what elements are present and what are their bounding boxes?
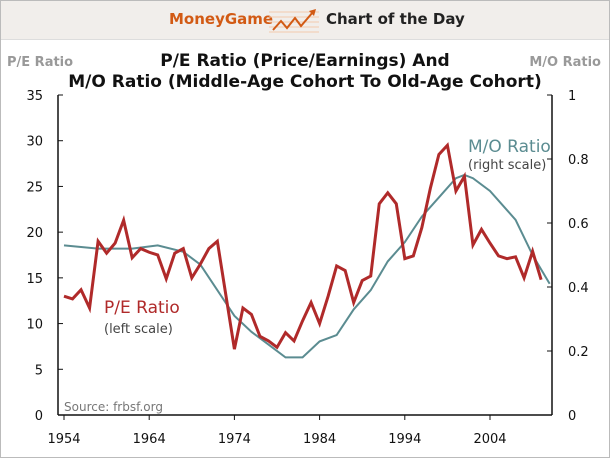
chart-subtitle: M/O Ratio (Middle-Age Cohort To Old-Age … xyxy=(68,72,542,92)
left-tick-label: 0 xyxy=(35,409,43,424)
left-tick-label: 10 xyxy=(26,318,43,333)
x-tick-label: 1984 xyxy=(303,432,336,447)
left-tick-label: 15 xyxy=(26,272,43,287)
left-tick-label: 25 xyxy=(26,180,43,195)
right-tick-label: 0.6 xyxy=(568,217,589,232)
left-tick-label: 5 xyxy=(35,363,43,378)
brand-name: MoneyGame xyxy=(169,10,274,28)
left-tick-label: 30 xyxy=(26,135,43,150)
section-title: Chart of the Day xyxy=(326,10,465,28)
pe-series-label: P/E Ratio xyxy=(104,298,180,318)
x-tick-label: 1964 xyxy=(133,432,166,447)
mo-series-label: M/O Ratio xyxy=(468,137,551,157)
source-note: Source: frbsf.org xyxy=(64,400,163,414)
pe-ratio-line xyxy=(63,142,543,350)
pe-series-note: (left scale) xyxy=(104,322,173,337)
rising-chart-logo-icon xyxy=(269,9,319,33)
right-tick-label: 0.8 xyxy=(568,153,589,168)
right-axis-title: M/O Ratio xyxy=(529,55,601,70)
x-tick-label: 1994 xyxy=(388,432,421,447)
right-tick-label: 0.4 xyxy=(568,281,589,296)
chart-title: P/E Ratio (Price/Earnings) And xyxy=(160,51,450,71)
left-tick-label: 20 xyxy=(26,226,43,241)
right-tick-label: 1 xyxy=(568,89,576,104)
x-tick-label: 1954 xyxy=(47,432,80,447)
left-tick-label: 35 xyxy=(26,89,43,104)
x-tick-label: 1974 xyxy=(218,432,251,447)
right-tick-label: 0 xyxy=(568,409,576,424)
mo-series-note: (right scale) xyxy=(468,158,546,173)
right-tick-label: 0.2 xyxy=(568,345,589,360)
header-banner: MoneyGame Chart of the Day xyxy=(1,1,609,40)
x-tick-label: 2004 xyxy=(473,432,506,447)
left-axis-title: P/E Ratio xyxy=(7,55,74,70)
